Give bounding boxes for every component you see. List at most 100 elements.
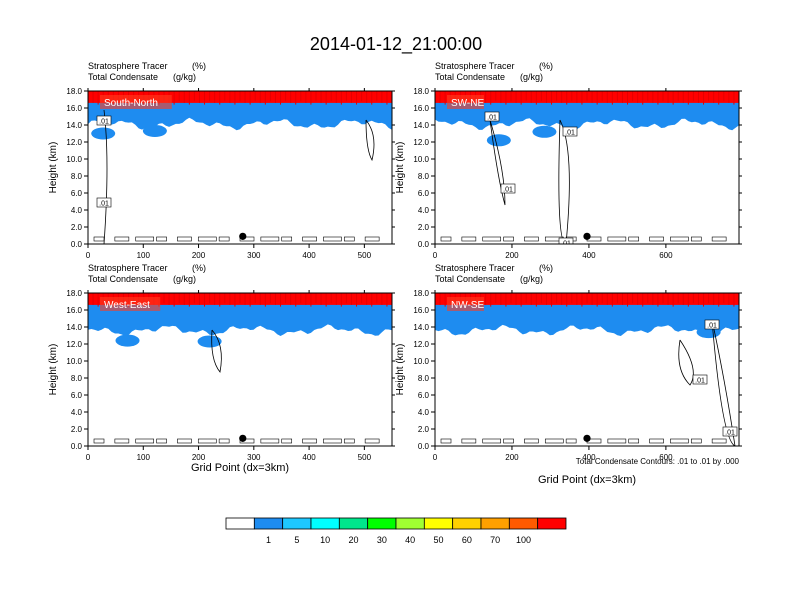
contour-label-box	[96, 197, 112, 208]
x-tick-label: 0	[433, 251, 438, 260]
y-tick-label: 0.0	[71, 442, 83, 451]
y-tick-label: 2.0	[418, 425, 430, 434]
y-tick-label: 10.0	[66, 155, 82, 164]
surface-contour	[670, 236, 689, 242]
tracer-intrusion	[486, 134, 511, 147]
x-tick-label: 500	[358, 453, 372, 462]
surface-contour	[503, 438, 514, 444]
x-tick-label: 400	[302, 251, 316, 260]
panel-header-tracer-unit: (%)	[192, 263, 206, 273]
x-tick-label: 200	[505, 453, 519, 462]
surface-contour	[607, 438, 627, 444]
condensate-contour	[558, 119, 570, 244]
y-tick-label: 8.0	[418, 172, 430, 181]
y-tick-label: 16.0	[66, 104, 82, 113]
panel-header-condensate: Total Condensate	[435, 72, 505, 82]
panel-label-bg	[100, 297, 161, 311]
colorbar-swatch	[225, 517, 255, 530]
colorbar-label: 100	[516, 535, 531, 545]
surface-contour	[503, 236, 514, 242]
panel-west-east: Stratosphere Tracer (%) Total Condensate (g…	[48, 263, 395, 462]
location-marker	[239, 232, 247, 240]
y-tick-label: 14.0	[413, 323, 429, 332]
y-tick-label: 0.0	[71, 240, 83, 249]
x-tick-label: 400	[302, 453, 316, 462]
panel-south-north: Stratosphere Tracer (%) Total Condensate (g…	[48, 61, 395, 260]
condensate-contour	[678, 339, 694, 386]
colorbar-label: 60	[462, 535, 472, 545]
x-tick-label: 100	[137, 251, 151, 260]
colorbar: 1 5 10 20 30 40 50 60 70 100	[225, 517, 567, 545]
colorbar-label: 1	[266, 535, 271, 545]
contour-label: .01	[561, 241, 571, 248]
surface-contour	[649, 236, 664, 242]
panel-header-condensate-unit: (g/kg)	[520, 274, 543, 284]
surface-contour	[260, 438, 280, 444]
surface-contour	[93, 236, 105, 242]
panel-nw-se: Stratosphere Tracer (%) Total Condensate (g…	[395, 263, 742, 462]
y-tick-label: 4.0	[71, 206, 83, 215]
panel-label: West-East	[104, 300, 150, 311]
surface-contour	[440, 438, 452, 444]
location-marker	[583, 434, 591, 442]
surface-contour	[440, 236, 452, 242]
surface-contour	[524, 438, 539, 444]
x-tick-label: 100	[137, 453, 151, 462]
panel-header-tracer-unit: (%)	[539, 263, 553, 273]
y-axis-label: Height (km)	[48, 142, 59, 194]
y-tick-label: 0.0	[418, 442, 430, 451]
y-tick-label: 12.0	[413, 138, 429, 147]
surface-contour	[239, 438, 255, 444]
surface-contour	[93, 438, 105, 444]
surface-contour	[239, 236, 255, 242]
x-tick-label: 400	[582, 251, 596, 260]
plot-frame	[87, 292, 393, 447]
x-tick-label: 600	[659, 251, 673, 260]
plot-area: .01 .01	[88, 91, 392, 244]
colorbar-swatch	[508, 517, 539, 530]
surface-contour	[323, 438, 342, 444]
colorbar-swatch	[253, 517, 284, 530]
colorbar-swatch	[282, 517, 312, 530]
surface-contour	[302, 438, 317, 444]
colorbar-label: 5	[294, 535, 299, 545]
surface-contour	[135, 438, 155, 444]
surface-contour	[670, 438, 689, 444]
y-tick-label: 14.0	[413, 121, 429, 130]
surface-contour	[565, 438, 577, 444]
tracer-intrusion	[197, 335, 222, 348]
panel-header-tracer: Stratosphere Tracer	[88, 263, 168, 273]
surface-contour	[628, 236, 640, 242]
condensate-contour	[365, 119, 375, 162]
panel-header-tracer-unit: (%)	[192, 61, 206, 71]
colorbar-swatch	[310, 517, 340, 530]
surface-contour	[607, 236, 627, 242]
panel-label-bg	[100, 95, 172, 109]
panel-label: NW-SE	[451, 300, 484, 311]
surface-contour	[218, 236, 230, 242]
contour-label: .01	[99, 119, 109, 126]
surface-contour	[482, 438, 502, 444]
surface-contour	[364, 236, 380, 242]
contour-label-box	[692, 374, 708, 385]
plot-area: .01 .01 .01 .01	[435, 91, 739, 248]
x-tick-label: 0	[86, 251, 91, 260]
surface-contour	[156, 438, 167, 444]
panel-header-condensate: Total Condensate	[88, 72, 158, 82]
y-tick-label: 18.0	[413, 87, 429, 96]
y-tick-label: 12.0	[66, 138, 82, 147]
y-tick-label: 18.0	[413, 289, 429, 298]
surface-contour	[628, 438, 640, 444]
tracer-intrusion	[142, 124, 167, 137]
y-tick-label: 8.0	[71, 374, 83, 383]
colorbar-label: 70	[490, 535, 500, 545]
colorbar-label: 30	[377, 535, 387, 545]
y-tick-label: 0.0	[418, 240, 430, 249]
panel-header-condensate: Total Condensate	[435, 274, 505, 284]
plot-frame	[87, 90, 393, 245]
contour-label-box	[722, 426, 738, 437]
colorbar-swatch	[537, 517, 567, 530]
surface-contour	[364, 438, 380, 444]
plot-area	[88, 293, 392, 446]
colorbar-swatch	[480, 517, 510, 530]
